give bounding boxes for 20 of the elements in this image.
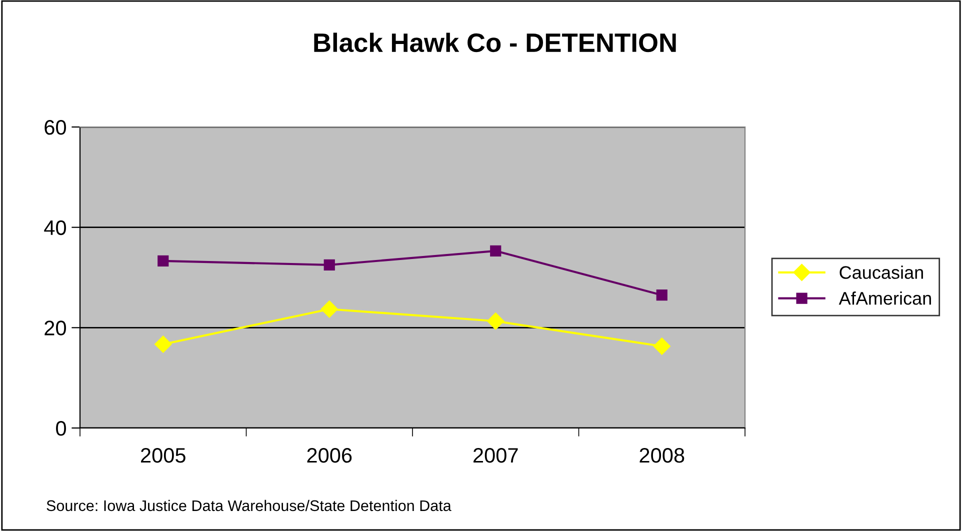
point	[490, 245, 502, 256]
y-tick-label: 60	[44, 120, 66, 135]
x-tick-label: 2007	[474, 448, 518, 463]
point	[324, 259, 335, 271]
chart-title: Black Hawk Co - DETENTION	[314, 32, 676, 52]
x-tick-label: 2005	[141, 448, 186, 463]
legend-label: AfAmerican	[838, 292, 931, 305]
x-tick-label: 2006	[307, 448, 352, 463]
legend-label: Caucasian	[840, 266, 923, 279]
point	[154, 336, 172, 353]
source-note: Source: Iowa Justice Data Warehouse/State Detention Data	[46, 500, 452, 512]
point	[320, 300, 338, 318]
y-tick-label: 0	[56, 421, 66, 436]
x-tick-label: 2008	[640, 448, 684, 463]
point	[158, 255, 169, 266]
y-tick-label: 40	[44, 220, 66, 236]
point	[487, 312, 504, 330]
point	[656, 290, 668, 301]
y-tick-label: 20	[44, 320, 66, 336]
point	[653, 338, 670, 355]
